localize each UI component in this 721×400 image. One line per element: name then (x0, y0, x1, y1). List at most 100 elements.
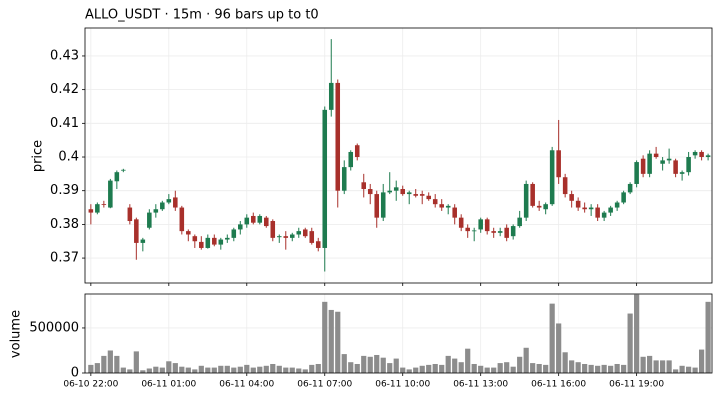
candle-body (523, 183, 529, 218)
candle-body (504, 227, 509, 238)
candle-body (647, 153, 652, 174)
volume-bar (224, 365, 230, 373)
x-tick-label: 06-11 13:00 (453, 380, 508, 390)
volume-bar (562, 352, 568, 373)
volume-bar (107, 350, 113, 373)
volume-bar (510, 366, 516, 373)
volume-bar (198, 365, 204, 373)
y-tick-label: 0.43 (50, 48, 79, 63)
candle-body (491, 231, 496, 233)
volume-bar (705, 301, 711, 373)
volume-bar (621, 364, 627, 373)
volume-bar (133, 351, 139, 373)
volume-bar (380, 357, 386, 373)
volume-bar (289, 367, 295, 373)
volume-bar (673, 369, 679, 373)
candle-body (627, 183, 633, 193)
volume-bar (445, 355, 451, 373)
candle-body (270, 221, 276, 238)
candle-body (264, 217, 269, 227)
plot-frame (84, 293, 713, 374)
candle-body (426, 195, 431, 200)
x-tick-label: 06-11 07:00 (297, 380, 352, 390)
candle-body (569, 194, 574, 201)
volume-bar (354, 363, 360, 373)
volume-bar (263, 365, 269, 373)
candle-body (452, 207, 457, 218)
volume-bar (237, 366, 243, 373)
candle-body (484, 219, 490, 232)
candle-body (419, 194, 425, 196)
volume-bar (146, 368, 152, 373)
volume-bar (419, 365, 425, 373)
y-tick-label: 0.39 (50, 183, 79, 198)
volume-bar (172, 363, 178, 373)
candle-body (212, 237, 217, 245)
candle-body (244, 217, 250, 225)
candle-body (328, 82, 334, 110)
volume-bar (302, 369, 308, 373)
candle-body (530, 183, 535, 206)
candle-body (458, 217, 464, 228)
candle-body (140, 239, 146, 243)
candle-body (582, 207, 587, 210)
volume-bar (465, 348, 471, 373)
volume-bar (614, 363, 620, 373)
candle-body (595, 207, 600, 218)
volume-bar (491, 367, 497, 373)
candle-body (387, 190, 393, 193)
volume-bar (270, 363, 276, 373)
candle-body (465, 227, 470, 232)
candle-body (276, 236, 282, 238)
candle-body (432, 199, 438, 205)
candle-body (705, 155, 711, 158)
x-tick-label: 06-11 16:00 (531, 380, 586, 390)
volume-bar (328, 309, 334, 373)
volume-bar (387, 363, 393, 373)
candle-body (231, 229, 237, 238)
candle-body (147, 212, 152, 228)
volume-bar (179, 366, 185, 373)
candle-body (393, 187, 399, 191)
volume-bar (530, 363, 536, 373)
volume-bar (218, 365, 224, 373)
candle-body (653, 153, 659, 158)
volume-bar (257, 366, 263, 373)
volume-bar (458, 362, 464, 373)
volume-bar (634, 294, 640, 373)
candle-body (588, 207, 594, 210)
candle-body (186, 231, 191, 235)
candle-body (361, 182, 367, 190)
x-tick-label: 06-10 22:00 (63, 380, 118, 390)
candle-body (302, 229, 308, 237)
candle-body (348, 151, 354, 168)
candle-body (608, 207, 613, 213)
volume-bar (543, 364, 549, 373)
volume-bar (497, 363, 503, 373)
y-tick-label: 0.41 (50, 116, 79, 131)
volume-bar (185, 367, 191, 373)
plot-frame (84, 27, 713, 284)
volume-bar (309, 364, 315, 373)
candle-body (510, 226, 516, 237)
candle-body (341, 167, 347, 191)
candle-body (315, 241, 321, 248)
volume-bar (335, 311, 341, 373)
volume-bar (640, 356, 646, 373)
candle-body (335, 82, 341, 191)
volume-bar (94, 363, 100, 373)
volume-bar (692, 367, 698, 373)
volume-bar (114, 355, 120, 373)
y-tick-label: 0.38 (50, 217, 79, 232)
candle-body (634, 162, 639, 184)
candle-body (218, 239, 224, 245)
y-tick-label: 0.37 (50, 251, 79, 266)
x-tick-label: 06-11 10:00 (375, 380, 430, 390)
candle-body (575, 200, 581, 208)
volume-bar (569, 360, 575, 373)
volume-bar (120, 367, 126, 373)
candle-body (114, 172, 120, 182)
candle-body (380, 192, 386, 218)
volume-bar (322, 301, 328, 373)
